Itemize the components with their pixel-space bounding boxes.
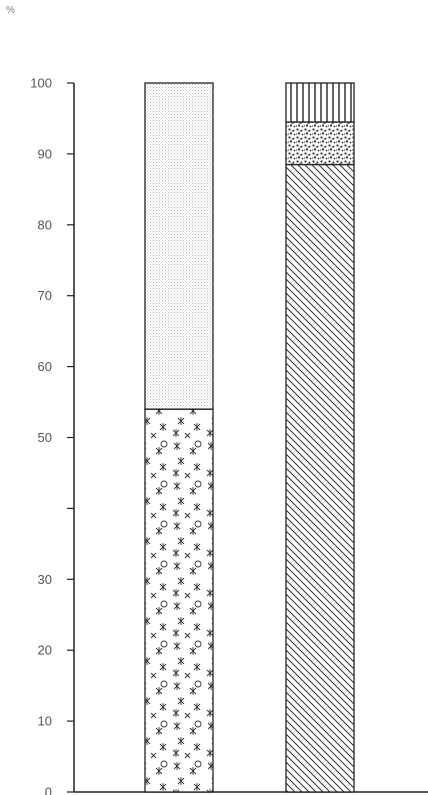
y-unit-label: % <box>6 5 15 16</box>
y-tick-label: 100 <box>30 76 52 91</box>
y-tick-label: 0 <box>45 785 52 795</box>
bar-segment-fine-stipple <box>144 82 214 410</box>
bar-segment-coarse-dots <box>285 121 355 166</box>
y-tick-label: 90 <box>38 146 52 161</box>
y-tick-label: 70 <box>38 288 52 303</box>
y-tick-label: 10 <box>38 714 52 729</box>
bars-group <box>144 82 355 793</box>
y-tick-group: 0 10 20 30 50 60 70 80 90 100 <box>30 76 74 795</box>
y-tick-label: 20 <box>38 643 52 658</box>
y-tick-label: 60 <box>38 359 52 374</box>
y-tick-label: 50 <box>38 430 52 445</box>
y-axis <box>73 83 428 793</box>
bar-2 <box>285 82 355 793</box>
y-tick-label: 80 <box>38 217 52 232</box>
y-tick-label: 30 <box>38 572 52 587</box>
bar-1 <box>144 82 214 793</box>
bar-segment-diagonal-hatch <box>285 163 355 793</box>
bar-segment-vertical-lines <box>285 82 355 123</box>
bar-segment-asterisks-circles <box>144 408 214 793</box>
